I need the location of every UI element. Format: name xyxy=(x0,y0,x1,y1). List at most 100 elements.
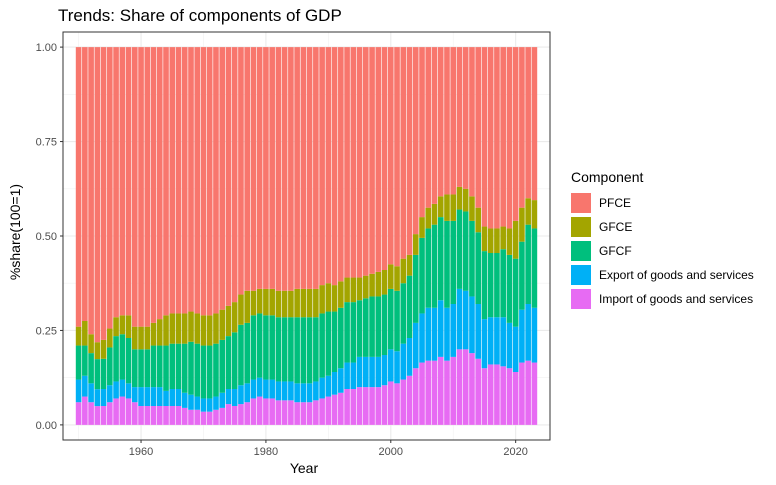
bar-segment xyxy=(462,211,469,291)
bar-segment xyxy=(456,349,463,425)
bar-segment xyxy=(231,302,238,333)
bar-segment xyxy=(100,406,107,425)
bar-segment xyxy=(181,407,188,425)
bar-segment xyxy=(200,411,207,425)
bar-segment xyxy=(412,254,419,323)
bar-segment xyxy=(475,304,482,359)
bar-segment xyxy=(306,47,313,289)
bar-segment xyxy=(456,288,463,350)
bar-segment xyxy=(169,389,176,406)
bar-segment xyxy=(225,336,232,389)
bar-segment xyxy=(300,402,307,425)
bar-segment xyxy=(206,47,213,316)
bar-segment xyxy=(350,47,357,278)
legend-label: Import of goods and services xyxy=(599,292,754,306)
bar-segment xyxy=(437,356,444,425)
bar-segment xyxy=(425,360,432,425)
bar-segment xyxy=(512,47,519,221)
bar-segment xyxy=(263,288,269,316)
bar-segment xyxy=(250,398,257,425)
bar-segment xyxy=(250,47,257,291)
bar-segment xyxy=(487,228,494,253)
bar-segment xyxy=(256,396,263,425)
bar-segment xyxy=(156,345,163,388)
bar-segment xyxy=(419,237,425,314)
bar-segment xyxy=(107,385,113,403)
bar-segment xyxy=(394,383,400,425)
bar-segment xyxy=(238,294,244,325)
bar-segment xyxy=(75,47,82,327)
bar-segment xyxy=(88,383,94,403)
bar-segment xyxy=(119,47,126,316)
bar-segment xyxy=(100,358,107,389)
bar-segment xyxy=(169,343,176,389)
x-axis-label: Year xyxy=(289,460,319,476)
bar-segment xyxy=(138,387,144,406)
bar-segment xyxy=(531,228,538,308)
bar-segment xyxy=(231,332,238,389)
bar-segment xyxy=(244,290,250,323)
bar-segment xyxy=(113,398,119,425)
bar-segment xyxy=(250,290,257,316)
bar-segment xyxy=(194,409,201,425)
bar-segment xyxy=(231,406,238,425)
bar-segment xyxy=(338,281,344,308)
bar-segment xyxy=(506,254,513,323)
bar-segment xyxy=(400,47,407,259)
bar-segment xyxy=(437,300,444,357)
bar-segment xyxy=(462,349,469,425)
bar-segment xyxy=(425,228,432,308)
bar-segment xyxy=(419,362,425,425)
bar-segment xyxy=(525,198,531,225)
bar-segment xyxy=(231,389,238,406)
bar-segment xyxy=(512,220,519,259)
bar-segment xyxy=(394,47,400,267)
bar-segment xyxy=(494,47,500,229)
bar-segment xyxy=(313,317,319,382)
bar-segment xyxy=(412,234,419,255)
bar-segment xyxy=(387,349,394,382)
bar-segment xyxy=(131,402,138,425)
bar-segment xyxy=(113,381,119,399)
bar-segment xyxy=(138,47,144,327)
bar-segment xyxy=(82,345,88,376)
bar-segment xyxy=(469,47,475,197)
bar-segment xyxy=(475,47,482,208)
bar-segment xyxy=(356,356,363,388)
bar-segment xyxy=(163,390,169,406)
bar-segment xyxy=(481,368,488,425)
bar-segment xyxy=(107,47,113,329)
bar-segment xyxy=(306,288,313,318)
bar-segment xyxy=(163,315,169,346)
bar-segment xyxy=(487,47,494,229)
bar-segment xyxy=(500,317,506,367)
bar-segment xyxy=(156,387,163,406)
bar-segment xyxy=(412,368,419,425)
bar-segment xyxy=(175,406,182,425)
bar-segment xyxy=(375,47,382,272)
bar-segment xyxy=(400,379,407,425)
bar-segment xyxy=(369,356,375,388)
bar-segment xyxy=(400,258,407,284)
bar-segment xyxy=(500,366,506,425)
bar-segment xyxy=(456,209,463,289)
bar-segment xyxy=(350,302,357,363)
bar-segment xyxy=(156,47,163,320)
bar-segment xyxy=(394,266,400,291)
bar-segment xyxy=(444,194,450,221)
bar-segment xyxy=(88,402,94,425)
bar-segment xyxy=(131,326,138,350)
bar-segment xyxy=(450,304,457,357)
bar-segment xyxy=(419,47,425,218)
bar-segment xyxy=(406,254,413,276)
bar-segment xyxy=(75,326,82,346)
bar-segment xyxy=(100,339,107,359)
bar-segment xyxy=(375,271,382,297)
legend-item: PFCE xyxy=(571,191,754,215)
bar-segment xyxy=(525,360,531,425)
y-tick-label: 0.00 xyxy=(36,420,57,432)
bar-segment xyxy=(519,47,525,208)
bar-segment xyxy=(481,319,488,369)
bar-segment xyxy=(82,321,88,346)
bar-segment xyxy=(100,389,107,406)
